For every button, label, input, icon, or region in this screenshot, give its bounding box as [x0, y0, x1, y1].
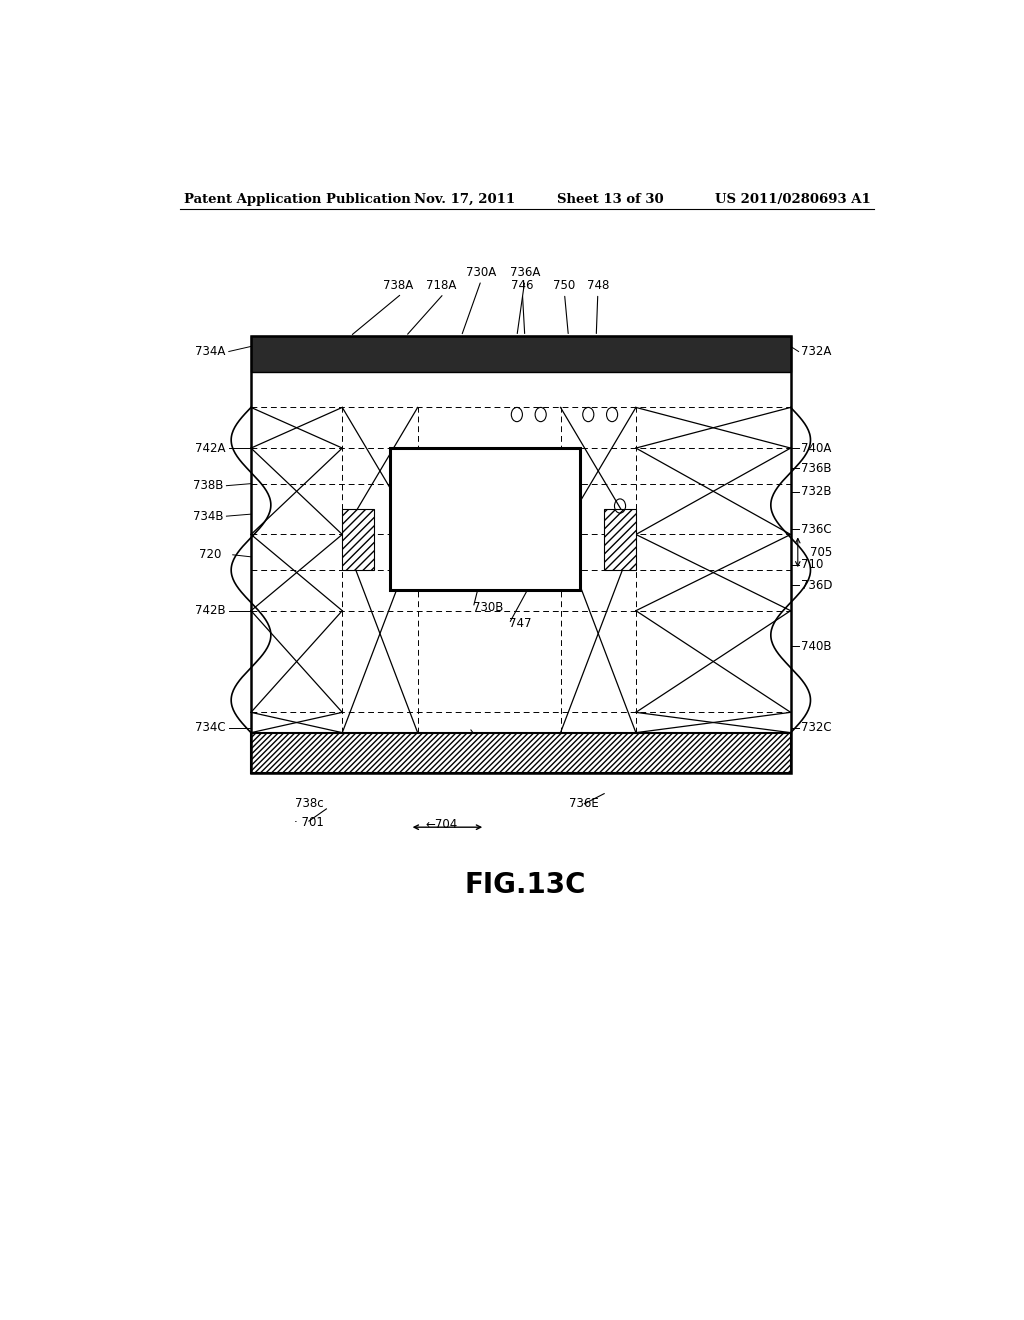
Text: 746: 746	[511, 279, 534, 292]
Bar	[251, 337, 791, 774]
Text: FIG.13C: FIG.13C	[464, 871, 586, 899]
Text: 740A: 740A	[801, 442, 831, 454]
Text: 748: 748	[587, 279, 609, 292]
Text: 740B: 740B	[801, 640, 831, 653]
Text: 730C: 730C	[470, 743, 501, 756]
Text: 738B: 738B	[194, 479, 223, 492]
Text: 734A: 734A	[196, 345, 226, 358]
Text: 736C: 736C	[801, 523, 831, 536]
Text: 747: 747	[509, 618, 531, 631]
Text: 742B: 742B	[196, 605, 226, 618]
Text: · 701: · 701	[294, 816, 324, 829]
Text: 732B: 732B	[801, 486, 831, 498]
Text: US 2011/0280693 A1: US 2011/0280693 A1	[715, 193, 871, 206]
Text: ←704: ←704	[425, 817, 458, 830]
Text: 705: 705	[811, 546, 833, 560]
Bar	[251, 337, 791, 372]
Text: 734C: 734C	[196, 721, 226, 734]
Text: 742A: 742A	[196, 442, 226, 454]
Bar	[604, 510, 636, 570]
Text: 738c: 738c	[295, 797, 324, 810]
Text: 732C: 732C	[801, 721, 831, 734]
Text: 734B: 734B	[194, 510, 223, 523]
Text: 736D: 736D	[801, 578, 833, 591]
Bar	[251, 733, 791, 774]
Text: 730A: 730A	[466, 265, 497, 279]
Bar	[390, 447, 581, 590]
Text: 750: 750	[553, 279, 575, 292]
Bar	[342, 510, 374, 570]
Text: Nov. 17, 2011: Nov. 17, 2011	[414, 193, 515, 206]
Text: Sheet 13 of 30: Sheet 13 of 30	[557, 193, 664, 206]
Text: 720: 720	[200, 548, 222, 561]
Text: 736A: 736A	[510, 265, 540, 279]
Text: 732A: 732A	[801, 345, 831, 358]
Text: 736B: 736B	[801, 462, 831, 475]
Text: 718A: 718A	[426, 279, 457, 292]
Text: 736E: 736E	[569, 797, 599, 810]
Text: 730B: 730B	[473, 601, 504, 614]
Text: Patent Application Publication: Patent Application Publication	[183, 193, 411, 206]
Text: 710: 710	[801, 558, 823, 572]
Text: 738A: 738A	[383, 279, 413, 292]
